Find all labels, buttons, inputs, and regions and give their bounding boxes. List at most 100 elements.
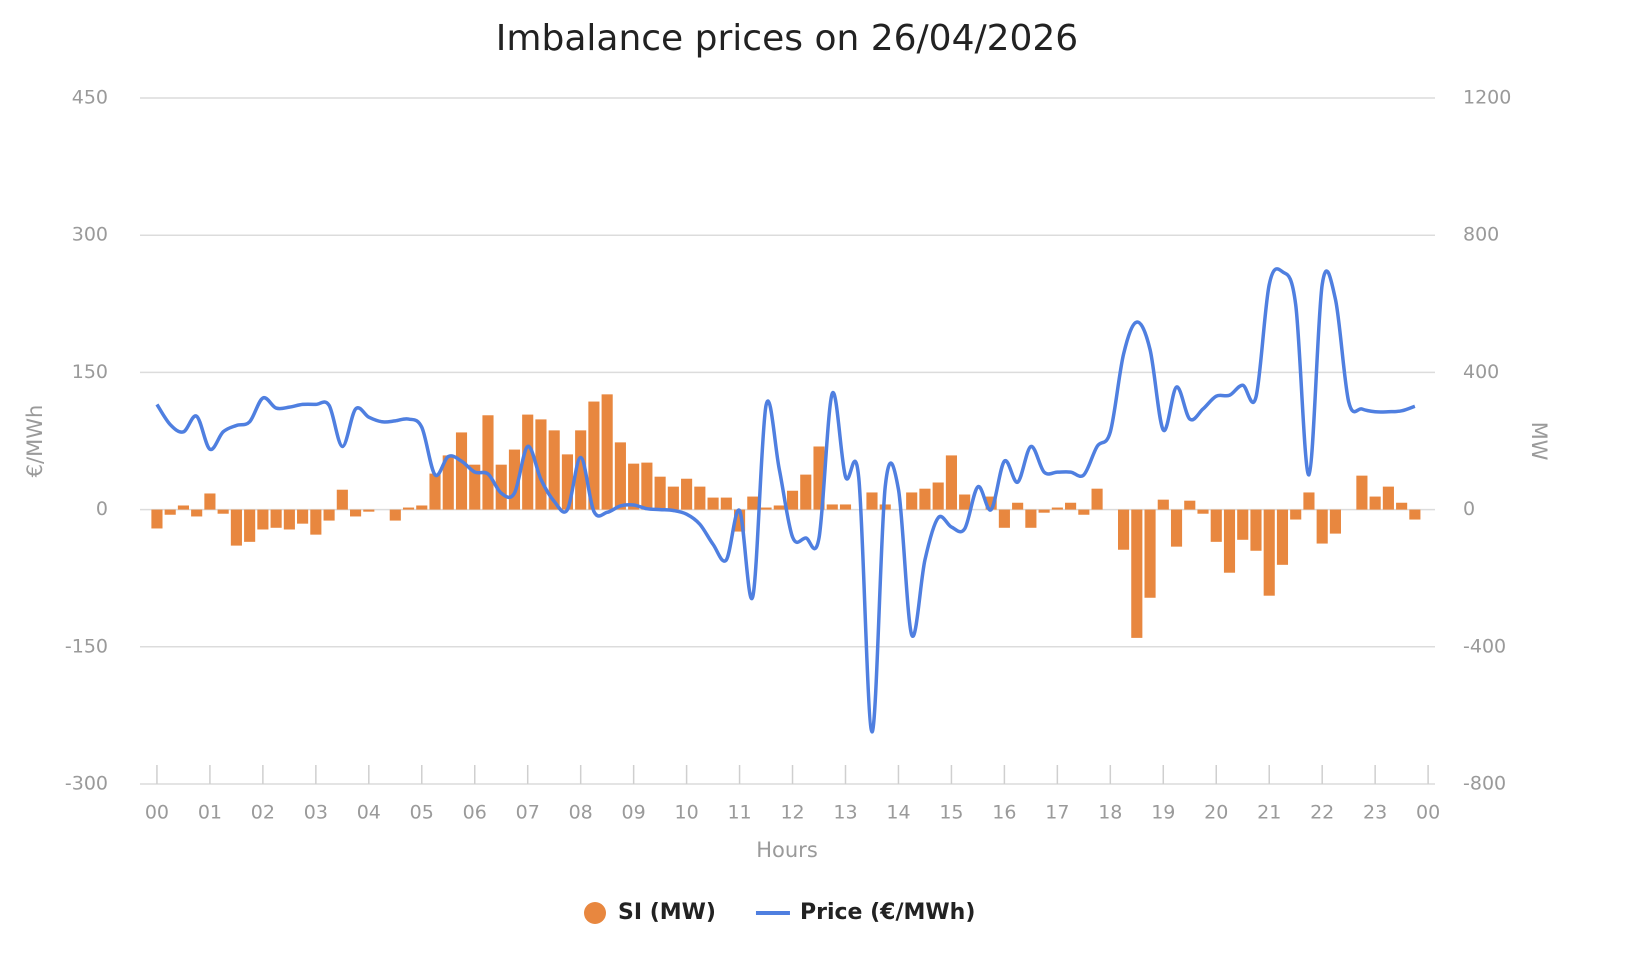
x-tick-label: 03	[304, 802, 328, 824]
x-tick-label: 13	[833, 802, 857, 824]
bar	[1210, 509, 1222, 542]
x-axis-label: Hours	[756, 838, 818, 862]
bar	[495, 464, 507, 510]
bar	[1303, 492, 1315, 510]
x-tick-label: 00	[145, 802, 169, 824]
bar	[773, 505, 785, 510]
bar	[1091, 488, 1103, 510]
bar	[270, 509, 282, 528]
bar	[257, 509, 269, 530]
bar	[363, 509, 375, 512]
y2-tick-label: -400	[1463, 635, 1506, 657]
bar	[1197, 509, 1209, 514]
bar	[654, 476, 666, 510]
y-tick-label: -150	[65, 635, 108, 657]
bar	[191, 509, 203, 517]
bar	[1025, 509, 1037, 528]
y-tick-label: 450	[72, 87, 108, 109]
bar	[1170, 509, 1183, 547]
x-tick-label: 01	[198, 802, 222, 824]
bar	[177, 505, 189, 510]
x-tick-label: 10	[675, 802, 699, 824]
line	[155, 267, 1416, 734]
y-axis-label: €/MWh	[23, 405, 47, 478]
bar	[1131, 509, 1143, 638]
y2-tick-label: 400	[1463, 361, 1499, 383]
bar	[919, 488, 931, 510]
y2-tick-label: 1200	[1463, 87, 1511, 109]
bar	[945, 455, 957, 510]
bar	[932, 482, 944, 510]
bar	[1356, 475, 1368, 510]
x-tick-label: 22	[1310, 802, 1334, 824]
bar	[800, 474, 812, 510]
x-tick-label: 11	[727, 802, 751, 824]
x-tick-label: 08	[569, 802, 593, 824]
legend-label: SI (MW)	[618, 900, 716, 925]
bar	[641, 462, 653, 510]
bar	[707, 497, 719, 510]
bar	[813, 446, 825, 510]
bar	[455, 432, 468, 510]
bar	[681, 478, 693, 510]
x-tick-label: 02	[251, 802, 275, 824]
x-tick-label: 20	[1204, 802, 1228, 824]
bar	[548, 430, 560, 510]
legend-label: Price (€/MWh)	[800, 900, 975, 925]
bar	[1078, 509, 1090, 515]
x-tick-label: 05	[410, 802, 434, 824]
bar	[826, 504, 838, 510]
bar	[402, 507, 415, 510]
bar	[416, 505, 428, 510]
y-tick-label: 300	[72, 224, 108, 246]
bar	[1012, 502, 1024, 510]
y2-tick-label: 0	[1463, 498, 1475, 520]
x-tick-label: 14	[886, 802, 910, 824]
bar	[151, 509, 163, 529]
bar	[164, 509, 176, 515]
bar	[614, 442, 626, 510]
bar	[1118, 509, 1130, 550]
y-tick-label: 0	[96, 498, 108, 520]
x-tick-label: 07	[516, 802, 540, 824]
bar	[760, 507, 772, 510]
y2-tick-label: -800	[1463, 773, 1506, 795]
bar	[230, 509, 242, 546]
x-tick-label: 00	[1416, 802, 1440, 824]
bar	[959, 494, 971, 510]
bar	[786, 490, 799, 510]
bar	[866, 492, 878, 510]
x-tick-label: 16	[992, 802, 1016, 824]
x-tick-label: 21	[1257, 802, 1281, 824]
bar	[747, 496, 759, 510]
bar	[389, 509, 401, 521]
bar	[839, 504, 852, 510]
bar	[985, 496, 997, 510]
bar	[1250, 509, 1262, 551]
bar	[283, 509, 295, 530]
bar	[350, 509, 362, 517]
bar	[323, 509, 335, 521]
legend-marker	[584, 902, 606, 924]
bar	[1276, 509, 1289, 565]
bar	[297, 509, 309, 524]
x-tick-label: 09	[622, 802, 646, 824]
bar	[217, 509, 229, 514]
x-tick-label: 19	[1151, 802, 1175, 824]
bar	[1316, 509, 1328, 544]
bar	[998, 509, 1010, 528]
bar	[561, 454, 573, 510]
bar	[204, 493, 216, 510]
x-tick-label: 04	[357, 802, 381, 824]
bar	[720, 497, 732, 510]
bar	[575, 430, 587, 510]
bar	[1329, 509, 1341, 534]
bar	[1144, 509, 1156, 598]
bar	[310, 509, 322, 535]
bar	[601, 394, 613, 510]
y2-axis-label: MW	[1527, 422, 1551, 461]
bar	[508, 449, 521, 510]
bar	[588, 401, 600, 510]
bar	[429, 473, 441, 510]
